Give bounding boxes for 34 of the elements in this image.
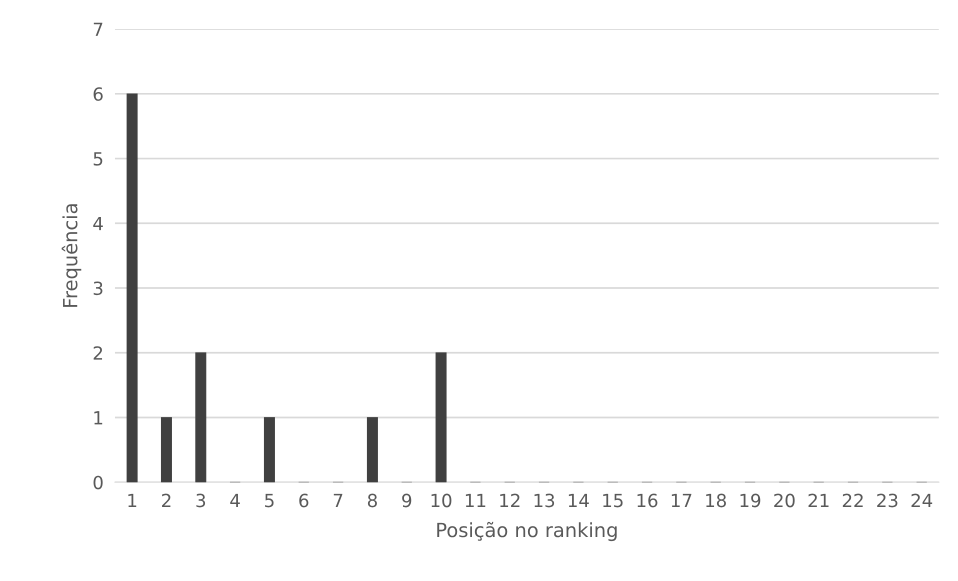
x-tick-label: 17 [672, 494, 692, 508]
y-tick-label: 1 [94, 411, 102, 424]
y-tick-label: 4 [93, 216, 103, 230]
y-tick-label: 7 [94, 22, 102, 36]
y-tick-label: 5 [94, 152, 102, 166]
x-tick-label: 24 [912, 494, 932, 508]
x-tick-label: 9 [402, 494, 412, 508]
x-tick-label: 23 [877, 494, 898, 508]
x-tick-label: 1 [128, 494, 136, 508]
x-tick-label: 8 [368, 494, 377, 508]
x-tick-label: 2 [162, 494, 170, 508]
x-tick-label: 5 [265, 494, 274, 508]
x-tick-label: 13 [534, 494, 554, 508]
y-tick-label: 0 [94, 476, 103, 490]
x-tick-label: 10 [432, 494, 452, 508]
x-tick-label: 15 [603, 494, 623, 508]
y-tick-label: 6 [94, 87, 103, 101]
y-axis-title: Frequência [62, 204, 82, 307]
x-tick-label: 4 [230, 494, 240, 508]
x-tick-label: 16 [638, 494, 658, 508]
x-tick-label: 22 [842, 494, 863, 508]
x-tick-label: 12 [500, 494, 520, 508]
x-tick-label: 20 [774, 494, 795, 508]
x-tick-label: 19 [740, 494, 760, 508]
x-tick-label: 11 [466, 494, 486, 508]
x-tick-label: 3 [196, 494, 206, 508]
x-tick-label: 7 [334, 494, 342, 508]
y-tick-label: 2 [94, 346, 102, 360]
x-axis-title: Posição no ranking [437, 522, 617, 542]
x-tick-label: 6 [299, 494, 308, 508]
x-tick-label: 14 [568, 494, 589, 508]
x-tick-label: 18 [706, 494, 726, 508]
x-tick-label: 21 [808, 494, 829, 508]
y-tick-label: 3 [94, 281, 102, 296]
